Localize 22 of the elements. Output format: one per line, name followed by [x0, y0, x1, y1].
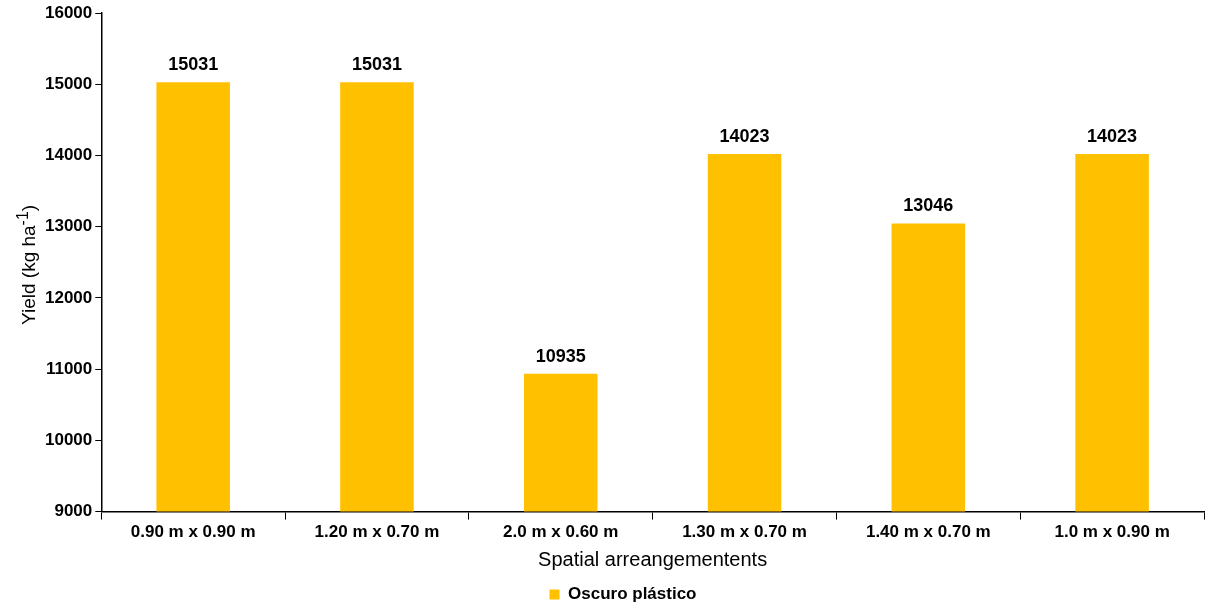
y-tick-label: 14000 — [44, 145, 93, 165]
y-tick-label: 11000 — [45, 358, 93, 378]
x-tick-label: 1.20 m x 0.70 m — [314, 522, 440, 542]
data-label: 15031 — [351, 54, 402, 75]
data-label: 13046 — [903, 195, 954, 216]
y-tick-label: 10000 — [44, 430, 93, 450]
x-tick-label: 1.30 m x 0.70 m — [682, 522, 807, 542]
x-tick-label: 1.0 m x 0.90 m — [1054, 522, 1170, 542]
x-axis-title: Spatial arreangementents — [538, 547, 768, 570]
y-tick-label: 9000 — [54, 501, 93, 521]
x-tick-label: 2.0 m x 0.60 m — [503, 522, 619, 542]
legend-label: Oscuro plástico — [568, 584, 697, 604]
data-label: 15031 — [168, 54, 219, 75]
y-tick-label: 12000 — [44, 287, 93, 307]
x-tick-label: 0.90 m x 0.90 m — [130, 522, 256, 542]
y-tick-label: 15000 — [44, 74, 93, 94]
data-label: 14023 — [719, 125, 770, 146]
y-tick-label: 16000 — [44, 2, 93, 22]
y-tick-label: 13000 — [44, 216, 93, 236]
data-label: 14023 — [1087, 125, 1138, 146]
x-tick-label: 1.40 m x 0.70 m — [865, 522, 991, 542]
data-label: 10935 — [535, 345, 586, 366]
